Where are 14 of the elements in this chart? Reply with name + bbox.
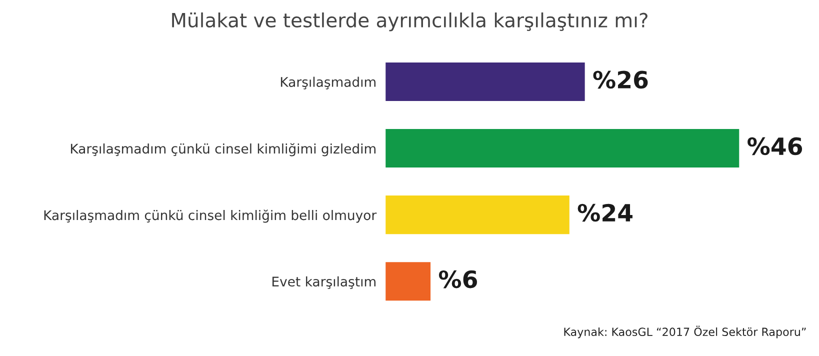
bar (384, 61, 586, 102)
y-tick-label: Evet karşılaştım (272, 276, 376, 289)
y-tick-label: Karşılaşmadım çünkü cinsel kimliğim belli olmuyor (44, 210, 377, 223)
y-tick-label: Karşılaşmadım çünkü cinsel kimliğimi gizledim (70, 143, 376, 156)
chart-title: Mülakat ve testlerde ayrımcılıkla karşılaştınız mı? (172, 12, 648, 32)
bar (384, 194, 571, 236)
data-label: %46 (748, 137, 802, 156)
data-label: %26 (593, 70, 648, 89)
data-label: %24 (578, 204, 632, 222)
y-tick-label: Karşılaşmadım (280, 76, 376, 90)
bar (384, 128, 741, 169)
data-label: %6 (438, 270, 477, 288)
bar (384, 260, 432, 302)
text: Kaynak: KaosGL “2017 Özel Sektör Raporu” (564, 326, 806, 338)
